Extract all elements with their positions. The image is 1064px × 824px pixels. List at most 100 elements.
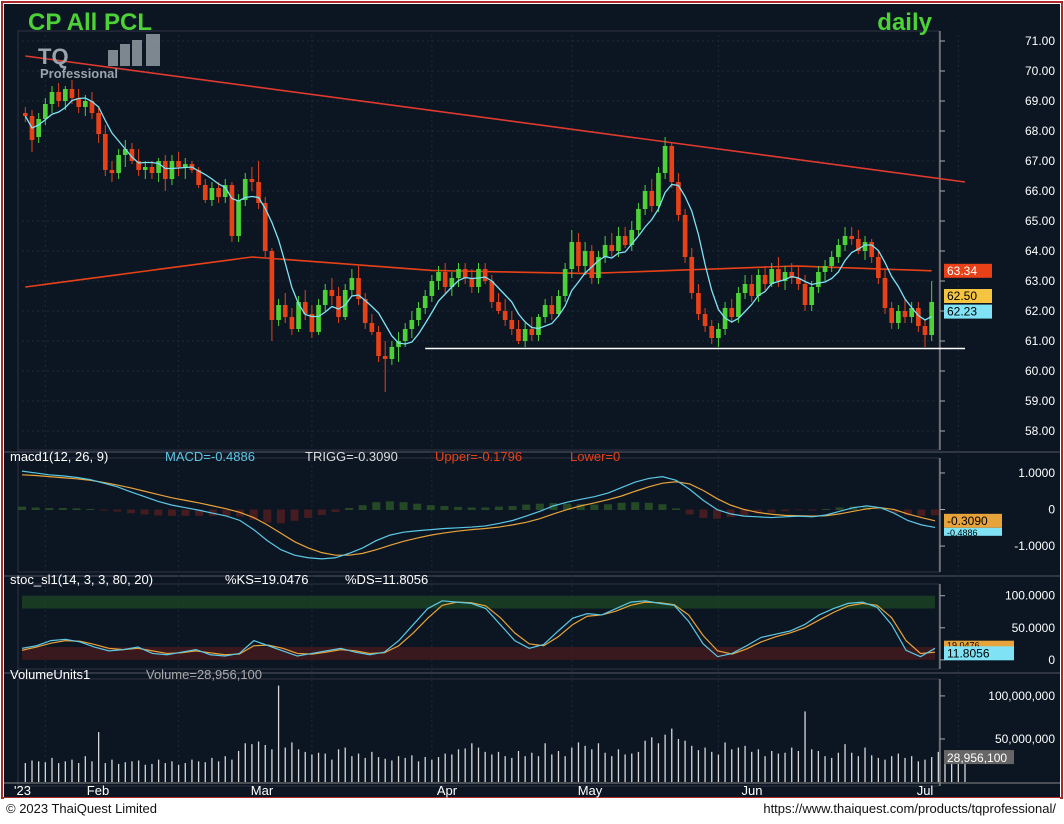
stoch-ds-badge-bg: [944, 646, 1014, 661]
candle-body: [509, 320, 515, 329]
candle-body: [62, 89, 68, 101]
candle-body: [22, 113, 28, 116]
source-url-link[interactable]: https://www.thaiquest.com/products/tqpro…: [763, 801, 1056, 816]
candle-body: [896, 311, 901, 323]
candle-body: [282, 305, 288, 317]
macd-histogram-bar: [549, 503, 558, 511]
candle-body: [456, 269, 461, 278]
macd-histogram-bar: [167, 509, 176, 516]
macd-histogram-bar: [358, 505, 367, 511]
macd-histogram-bar: [331, 509, 340, 513]
candle-body: [49, 92, 55, 104]
macd-histogram-bar: [31, 507, 40, 511]
macd-histogram-bar: [590, 504, 599, 511]
macd-histogram-bar: [617, 502, 626, 511]
candle-body: [102, 134, 108, 170]
candle-body: [589, 251, 595, 278]
candle-body: [669, 146, 675, 182]
macd-histogram-bar: [672, 508, 681, 511]
macd-histogram-bar: [72, 508, 81, 511]
close-value-badge: 62.50: [947, 289, 977, 303]
candle-body: [916, 308, 921, 326]
candle-body: [362, 299, 368, 323]
candle-body: [202, 185, 208, 200]
candle-body: [222, 185, 228, 197]
price-tick-label: 66.00: [1025, 184, 1055, 198]
macd-trigger-line: [21, 474, 936, 556]
logo-mark: [108, 50, 118, 66]
price-tick-label: 63.00: [1025, 274, 1055, 288]
candle-body: [409, 320, 415, 329]
candle-body: [69, 89, 75, 98]
candle-body: [209, 188, 215, 200]
candle-body: [636, 209, 641, 230]
candle-body: [316, 305, 321, 332]
candle-body: [769, 269, 775, 284]
candle-body: [369, 323, 375, 332]
macd-histogram-bar: [753, 509, 762, 514]
candle-body: [569, 242, 575, 269]
x-axis-label: Feb: [87, 783, 109, 798]
candle-body: [382, 356, 388, 359]
candle-body: [809, 287, 815, 305]
candle-body: [889, 308, 895, 323]
macd-histogram-bar: [413, 503, 422, 511]
candle-body: [529, 329, 535, 335]
candle-body: [696, 293, 701, 314]
volume-tick-label: 50,000,000: [995, 732, 1055, 746]
macd-histogram-bar: [699, 509, 708, 518]
candle-body: [236, 200, 241, 236]
macd-histogram-bar: [903, 509, 912, 516]
x-axis-label: Jun: [742, 783, 763, 798]
candle-body: [116, 155, 121, 173]
stoch-label: stoc_sl1(14, 3, 3, 80, 20): [10, 572, 153, 587]
candle-body: [142, 167, 148, 170]
macd-tick-label: 0: [1048, 503, 1055, 517]
candle-body: [869, 242, 875, 257]
candle-body: [902, 311, 908, 317]
volume-label: VolumeUnits1: [10, 667, 90, 682]
copyright-text: © 2023 ThaiQuest Limited: [6, 801, 157, 816]
price-tick-label: 62.00: [1025, 304, 1055, 318]
close-value-badge-bg: [944, 289, 992, 303]
price-tick-label: 60.00: [1025, 364, 1055, 378]
candle-body: [309, 314, 315, 332]
candle-body: [702, 314, 708, 326]
stoch-ds-text: %DS=11.8056: [345, 572, 428, 587]
macd-tick-label: -1.0000: [1014, 539, 1055, 553]
candle-body: [389, 347, 395, 359]
macd-histogram-bar: [740, 509, 749, 516]
candle-body: [909, 308, 915, 317]
macd-histogram-bar: [276, 509, 285, 524]
macd-histogram-bar: [481, 507, 490, 511]
candle-body: [522, 329, 528, 341]
candle-body: [482, 269, 488, 281]
candle-body: [576, 242, 581, 266]
macd-value-badge: -0.4886: [947, 528, 978, 538]
x-axis-label: Apr: [437, 783, 458, 798]
candle-body: [296, 302, 301, 329]
candle-body: [649, 191, 655, 206]
macd-histogram-bar: [931, 509, 939, 516]
macd-histogram-bar: [767, 509, 776, 513]
candle-body: [249, 179, 255, 182]
macd-histogram-bar: [876, 509, 885, 511]
stoch-tick-label: 50.0000: [1012, 621, 1056, 635]
candle-body: [602, 245, 608, 257]
candle-body: [536, 317, 541, 335]
sma-fast-line: [24, 97, 932, 345]
candle-body: [96, 113, 101, 134]
candle-body: [422, 296, 428, 308]
price-tick-label: 71.00: [1025, 34, 1055, 48]
candle-body: [816, 272, 821, 287]
candle-body: [42, 104, 48, 119]
candle-body: [442, 272, 448, 287]
candle-body: [622, 236, 628, 245]
x-axis-label: Mar: [251, 783, 274, 798]
stoch-ks-text: %KS=19.0476: [225, 572, 308, 587]
candle-body: [416, 308, 421, 320]
candle-body: [929, 302, 935, 335]
macd-histogram-bar: [290, 509, 299, 521]
macd-histogram-bar: [385, 501, 394, 511]
candle-body: [922, 326, 928, 335]
